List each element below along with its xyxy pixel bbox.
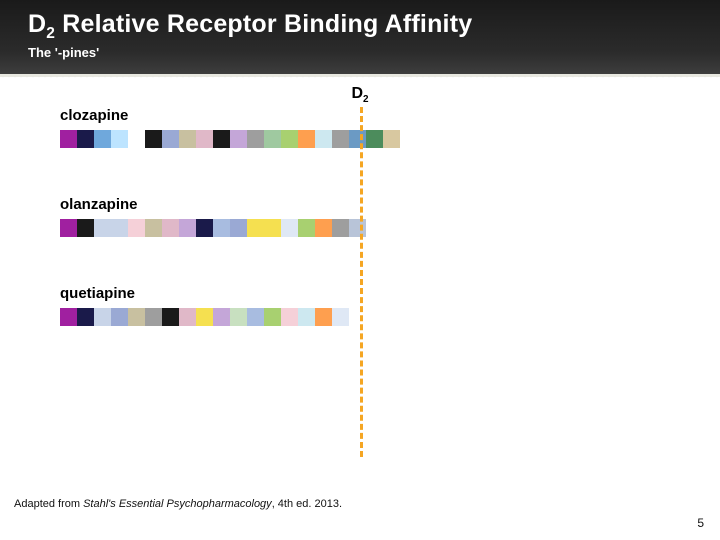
receptor-cell [281, 219, 298, 237]
receptor-cell [298, 130, 315, 148]
receptor-cell [196, 219, 213, 237]
receptor-strip [60, 219, 720, 237]
receptor-cell [315, 130, 332, 148]
drug-name: olanzapine [60, 196, 720, 213]
receptor-cell [162, 219, 179, 237]
receptor-cell [264, 219, 281, 237]
receptor-cell [281, 130, 298, 148]
receptor-cell [179, 130, 196, 148]
receptor-cell [77, 219, 94, 237]
citation-source: Stahl's Essential Psychopharmacology [83, 498, 272, 510]
receptor-cell [179, 308, 196, 326]
citation: Adapted from Stahl's Essential Psychopha… [14, 498, 342, 510]
receptor-cell [230, 308, 247, 326]
citation-suffix: , 4th ed. 2013. [272, 498, 342, 510]
receptor-cell [264, 308, 281, 326]
receptor-cell [111, 308, 128, 326]
receptor-cell [383, 130, 400, 148]
receptor-cell [298, 219, 315, 237]
receptor-cell [213, 219, 230, 237]
receptor-cell [332, 130, 349, 148]
drug-row: quetiapine [60, 285, 720, 326]
receptor-cell [179, 219, 196, 237]
receptor-cell [77, 308, 94, 326]
receptor-cell [230, 130, 247, 148]
receptor-cell [349, 130, 366, 148]
receptor-cell [349, 219, 366, 237]
receptor-cell [145, 308, 162, 326]
receptor-cell [145, 130, 162, 148]
receptor-cell [145, 219, 162, 237]
slide-subtitle: The '-pines' [28, 45, 692, 60]
receptor-cell [315, 219, 332, 237]
receptor-cell [196, 130, 213, 148]
receptor-cell [281, 308, 298, 326]
receptor-cell [60, 219, 77, 237]
receptor-cell [332, 219, 349, 237]
receptor-cell [94, 130, 111, 148]
receptor-cell [128, 219, 145, 237]
drug-row: clozapine [60, 107, 720, 148]
slide-header: D2 Relative Receptor Binding Affinity Th… [0, 0, 720, 77]
receptor-cell [128, 130, 145, 148]
receptor-cell [77, 130, 94, 148]
receptor-cell [111, 219, 128, 237]
receptor-cell [247, 308, 264, 326]
drug-name: quetiapine [60, 285, 720, 302]
receptor-strip [60, 308, 720, 326]
page-number: 5 [697, 516, 704, 530]
receptor-cell [162, 308, 179, 326]
receptor-cell [162, 130, 179, 148]
receptor-cell [213, 130, 230, 148]
drug-name: clozapine [60, 107, 720, 124]
reference-line [360, 107, 363, 457]
chart-area: D2 clozapine olanzapine quetiapine [0, 77, 720, 447]
receptor-cell [196, 308, 213, 326]
receptor-cell [298, 308, 315, 326]
receptor-cell [247, 219, 264, 237]
citation-prefix: Adapted from [14, 498, 83, 510]
reference-line-label: D2 [351, 85, 368, 105]
receptor-cell [128, 308, 145, 326]
receptor-cell [60, 308, 77, 326]
drug-row: olanzapine [60, 196, 720, 237]
receptor-cell [366, 130, 383, 148]
receptor-cell [60, 130, 77, 148]
receptor-cell [94, 308, 111, 326]
receptor-cell [332, 308, 349, 326]
receptor-strip [60, 130, 720, 148]
receptor-cell [94, 219, 111, 237]
receptor-cell [213, 308, 230, 326]
receptor-cell [315, 308, 332, 326]
receptor-cell [264, 130, 281, 148]
slide-title: D2 Relative Receptor Binding Affinity [28, 10, 692, 43]
receptor-cell [230, 219, 247, 237]
receptor-cell [247, 130, 264, 148]
receptor-cell [111, 130, 128, 148]
